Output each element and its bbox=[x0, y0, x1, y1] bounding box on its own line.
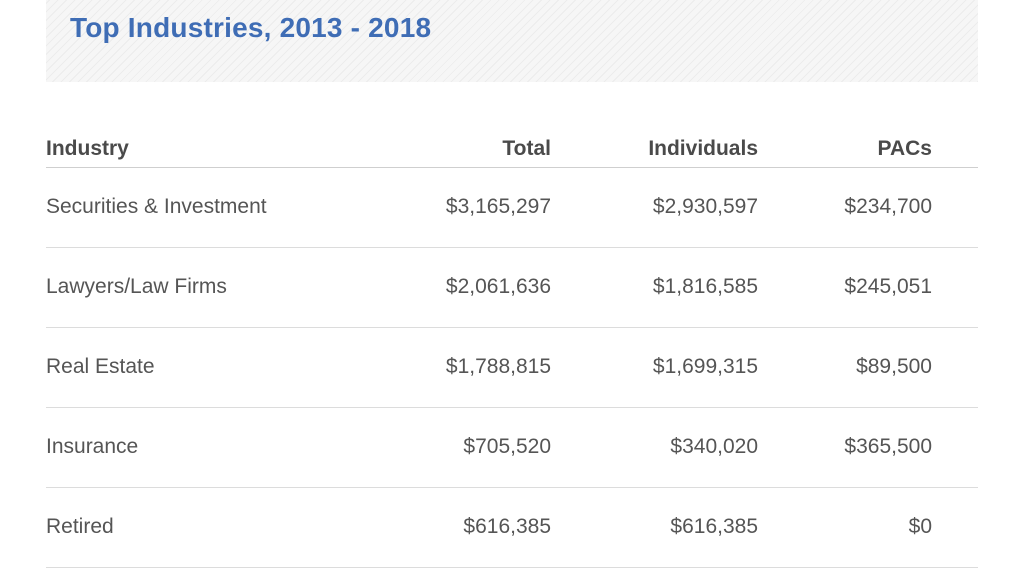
industry-cell: Lawyers/Law Firms bbox=[46, 275, 227, 298]
title-banner: Top Industries, 2013 - 2018 bbox=[46, 0, 978, 82]
pacs-cell: $245,051 bbox=[844, 275, 932, 298]
pacs-cell: $365,500 bbox=[844, 435, 932, 458]
industry-cell: Securities & Investment bbox=[46, 195, 267, 218]
pacs-cell: $89,500 bbox=[856, 355, 932, 378]
table-row: Securities & Investment $3,165,297 $2,93… bbox=[46, 168, 978, 248]
industry-cell: Real Estate bbox=[46, 355, 155, 378]
total-cell: $1,788,815 bbox=[445, 355, 551, 378]
column-header-industry: Industry bbox=[46, 137, 129, 160]
table-row: Retired $616,385 $616,385 $0 bbox=[46, 488, 978, 568]
industry-cell: Insurance bbox=[46, 435, 139, 458]
page-title: Top Industries, 2013 - 2018 bbox=[70, 12, 432, 43]
individuals-cell: $1,699,315 bbox=[652, 355, 758, 378]
table-header-row: Industry Total Individuals PACs bbox=[46, 128, 978, 168]
industries-table: Industry Total Individuals PACs Securiti… bbox=[46, 128, 978, 568]
total-cell: $616,385 bbox=[463, 515, 551, 538]
total-cell: $3,165,297 bbox=[445, 195, 551, 218]
industry-cell: Retired bbox=[46, 515, 114, 538]
table-row: Real Estate $1,788,815 $1,699,315 $89,50… bbox=[46, 328, 978, 408]
individuals-cell: $340,020 bbox=[670, 435, 758, 458]
individuals-cell: $2,930,597 bbox=[652, 195, 758, 218]
column-header-pacs: PACs bbox=[877, 137, 932, 160]
total-cell: $705,520 bbox=[463, 435, 551, 458]
column-header-individuals: Individuals bbox=[648, 137, 758, 160]
pacs-cell: $234,700 bbox=[844, 195, 932, 218]
column-header-total: Total bbox=[502, 137, 551, 160]
individuals-cell: $1,816,585 bbox=[652, 275, 758, 298]
pacs-cell: $0 bbox=[908, 515, 932, 538]
table-row: Insurance $705,520 $340,020 $365,500 bbox=[46, 408, 978, 488]
individuals-cell: $616,385 bbox=[670, 515, 758, 538]
total-cell: $2,061,636 bbox=[445, 275, 551, 298]
table-row: Lawyers/Law Firms $2,061,636 $1,816,585 … bbox=[46, 248, 978, 328]
